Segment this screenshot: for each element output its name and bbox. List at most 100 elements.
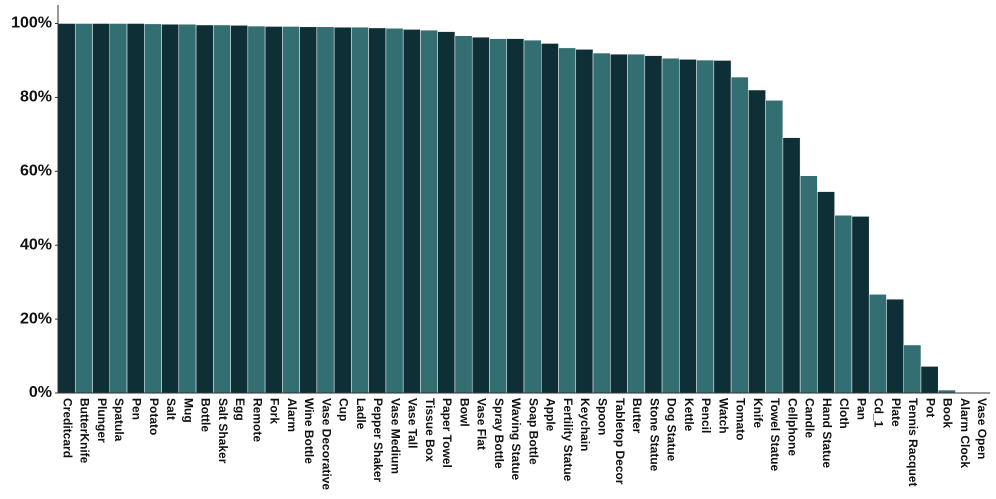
y-tick-label: 40% <box>20 236 52 253</box>
y-tick-label: 20% <box>20 310 52 327</box>
x-tick-label: Hand Statue <box>820 398 834 468</box>
x-tick-label: Wine Bottle <box>302 398 316 464</box>
x-tick-label: Kettle <box>682 398 696 432</box>
bar <box>126 23 145 394</box>
bar <box>558 47 577 394</box>
bar <box>696 59 715 394</box>
x-tick-label: Plate <box>889 398 903 427</box>
bar <box>109 23 128 394</box>
bar <box>161 23 180 394</box>
bar <box>402 29 421 394</box>
x-tick-label: Vase Decorative <box>319 398 333 490</box>
x-tick-label: Mug <box>181 398 195 423</box>
x-tick-label: Spoon <box>595 398 609 435</box>
bar <box>144 23 162 394</box>
x-tick-label: Tissue Box <box>423 398 437 462</box>
x-tick-label: Apple <box>544 398 558 432</box>
x-tick-label: Alarm Clock <box>958 398 972 468</box>
x-tick-label: Knife <box>751 398 765 428</box>
bar <box>437 31 456 394</box>
x-tick-label: Tomato <box>734 398 748 440</box>
x-tick-label: Egg <box>233 398 247 421</box>
bar <box>644 55 663 394</box>
x-tick-label: Fork <box>268 398 282 424</box>
bar <box>247 25 266 394</box>
x-tick-label: Bowl <box>457 398 471 427</box>
bar <box>765 100 784 394</box>
y-tick-label: 60% <box>20 163 52 180</box>
x-tick-label: Vase Tall <box>406 398 420 448</box>
x-tick-label: Stone Statue <box>647 398 661 472</box>
bar <box>886 298 904 394</box>
bar <box>575 49 594 394</box>
x-tick-label: Waving Statue <box>509 398 523 481</box>
x-tick-label: Cellphone <box>785 398 799 456</box>
bar <box>748 89 766 394</box>
bar <box>610 53 628 394</box>
x-tick-label: Cloth <box>837 398 851 429</box>
x-tick-label: Vase Open <box>975 398 989 459</box>
bar <box>471 36 490 394</box>
x-tick-label: Tennis Racquet <box>906 398 920 486</box>
bar <box>868 294 887 394</box>
x-tick-label: Cd_1 <box>872 398 886 428</box>
x-tick-label: Candle <box>803 398 817 438</box>
bar <box>541 43 559 394</box>
x-tick-label: Remote <box>250 398 264 442</box>
x-tick-label: Pencil <box>699 398 713 433</box>
y-tick-label: 100% <box>11 15 52 32</box>
x-tick-label: Pan <box>854 398 868 420</box>
y-tick-label: 80% <box>20 89 52 106</box>
x-tick-label: Butter <box>630 398 644 434</box>
x-tick-label: Vase Medium <box>388 398 402 474</box>
x-tick-label: Tabletop Decor <box>613 398 627 485</box>
bar <box>351 26 369 394</box>
x-tick-label: Soap Bottle <box>526 398 540 465</box>
bar <box>282 26 300 394</box>
x-tick-label: Salt <box>164 398 178 420</box>
bar <box>592 52 611 394</box>
bar <box>523 39 542 394</box>
x-tick-label: Paper Towel <box>440 398 454 468</box>
bar <box>299 26 318 394</box>
bar <box>316 26 335 394</box>
x-tick-label: Pen <box>129 398 143 420</box>
bar <box>178 23 197 394</box>
x-tick-label: Dog Statue <box>665 398 679 462</box>
bar <box>782 137 801 394</box>
x-tick-label: Plunger <box>95 398 109 443</box>
y-tick-label: 0% <box>29 384 52 401</box>
bar <box>230 25 249 394</box>
bar <box>264 26 283 394</box>
x-tick-label: Pot <box>923 398 937 417</box>
x-tick-label: Watch <box>716 398 730 434</box>
x-tick-label: Alarm <box>285 398 299 432</box>
x-tick-label: Book <box>941 398 955 428</box>
x-tick-label: Vase Flat <box>475 398 489 450</box>
bar <box>368 27 387 394</box>
bar <box>75 23 93 394</box>
bar <box>57 23 76 394</box>
x-tick-label: Spatula <box>112 398 126 442</box>
x-tick-label: Salt Shaker <box>216 398 230 464</box>
x-tick-label: ButterKnife <box>78 398 92 464</box>
x-tick-label: Creditcard <box>60 398 74 458</box>
bar <box>713 60 732 394</box>
x-tick-label: Potato <box>147 398 161 435</box>
x-tick-label: Spray Bottle <box>492 398 506 469</box>
x-tick-label: Keychain <box>578 398 592 451</box>
bar <box>333 26 352 394</box>
bar <box>903 344 922 394</box>
bar <box>92 23 111 394</box>
bar <box>454 35 473 394</box>
bar <box>679 59 697 394</box>
bar <box>213 24 231 394</box>
x-tick-label: Ladle <box>354 398 368 430</box>
x-tick-label: Fertility Statue <box>561 398 575 482</box>
x-tick-label: Cup <box>337 398 351 421</box>
bar <box>506 38 525 394</box>
bar <box>420 29 438 394</box>
bar <box>817 191 835 394</box>
